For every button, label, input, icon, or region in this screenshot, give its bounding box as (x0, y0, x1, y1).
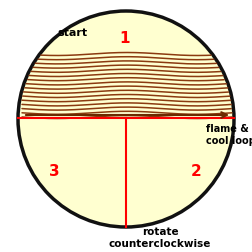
Text: start: start (57, 28, 87, 38)
Text: 2: 2 (190, 164, 201, 179)
Text: flame &
cool loop: flame & cool loop (205, 124, 252, 145)
Text: 3: 3 (48, 164, 59, 179)
Text: 1: 1 (119, 30, 130, 45)
Circle shape (18, 12, 233, 227)
Text: rotate
counterclockwise: rotate counterclockwise (108, 226, 210, 248)
